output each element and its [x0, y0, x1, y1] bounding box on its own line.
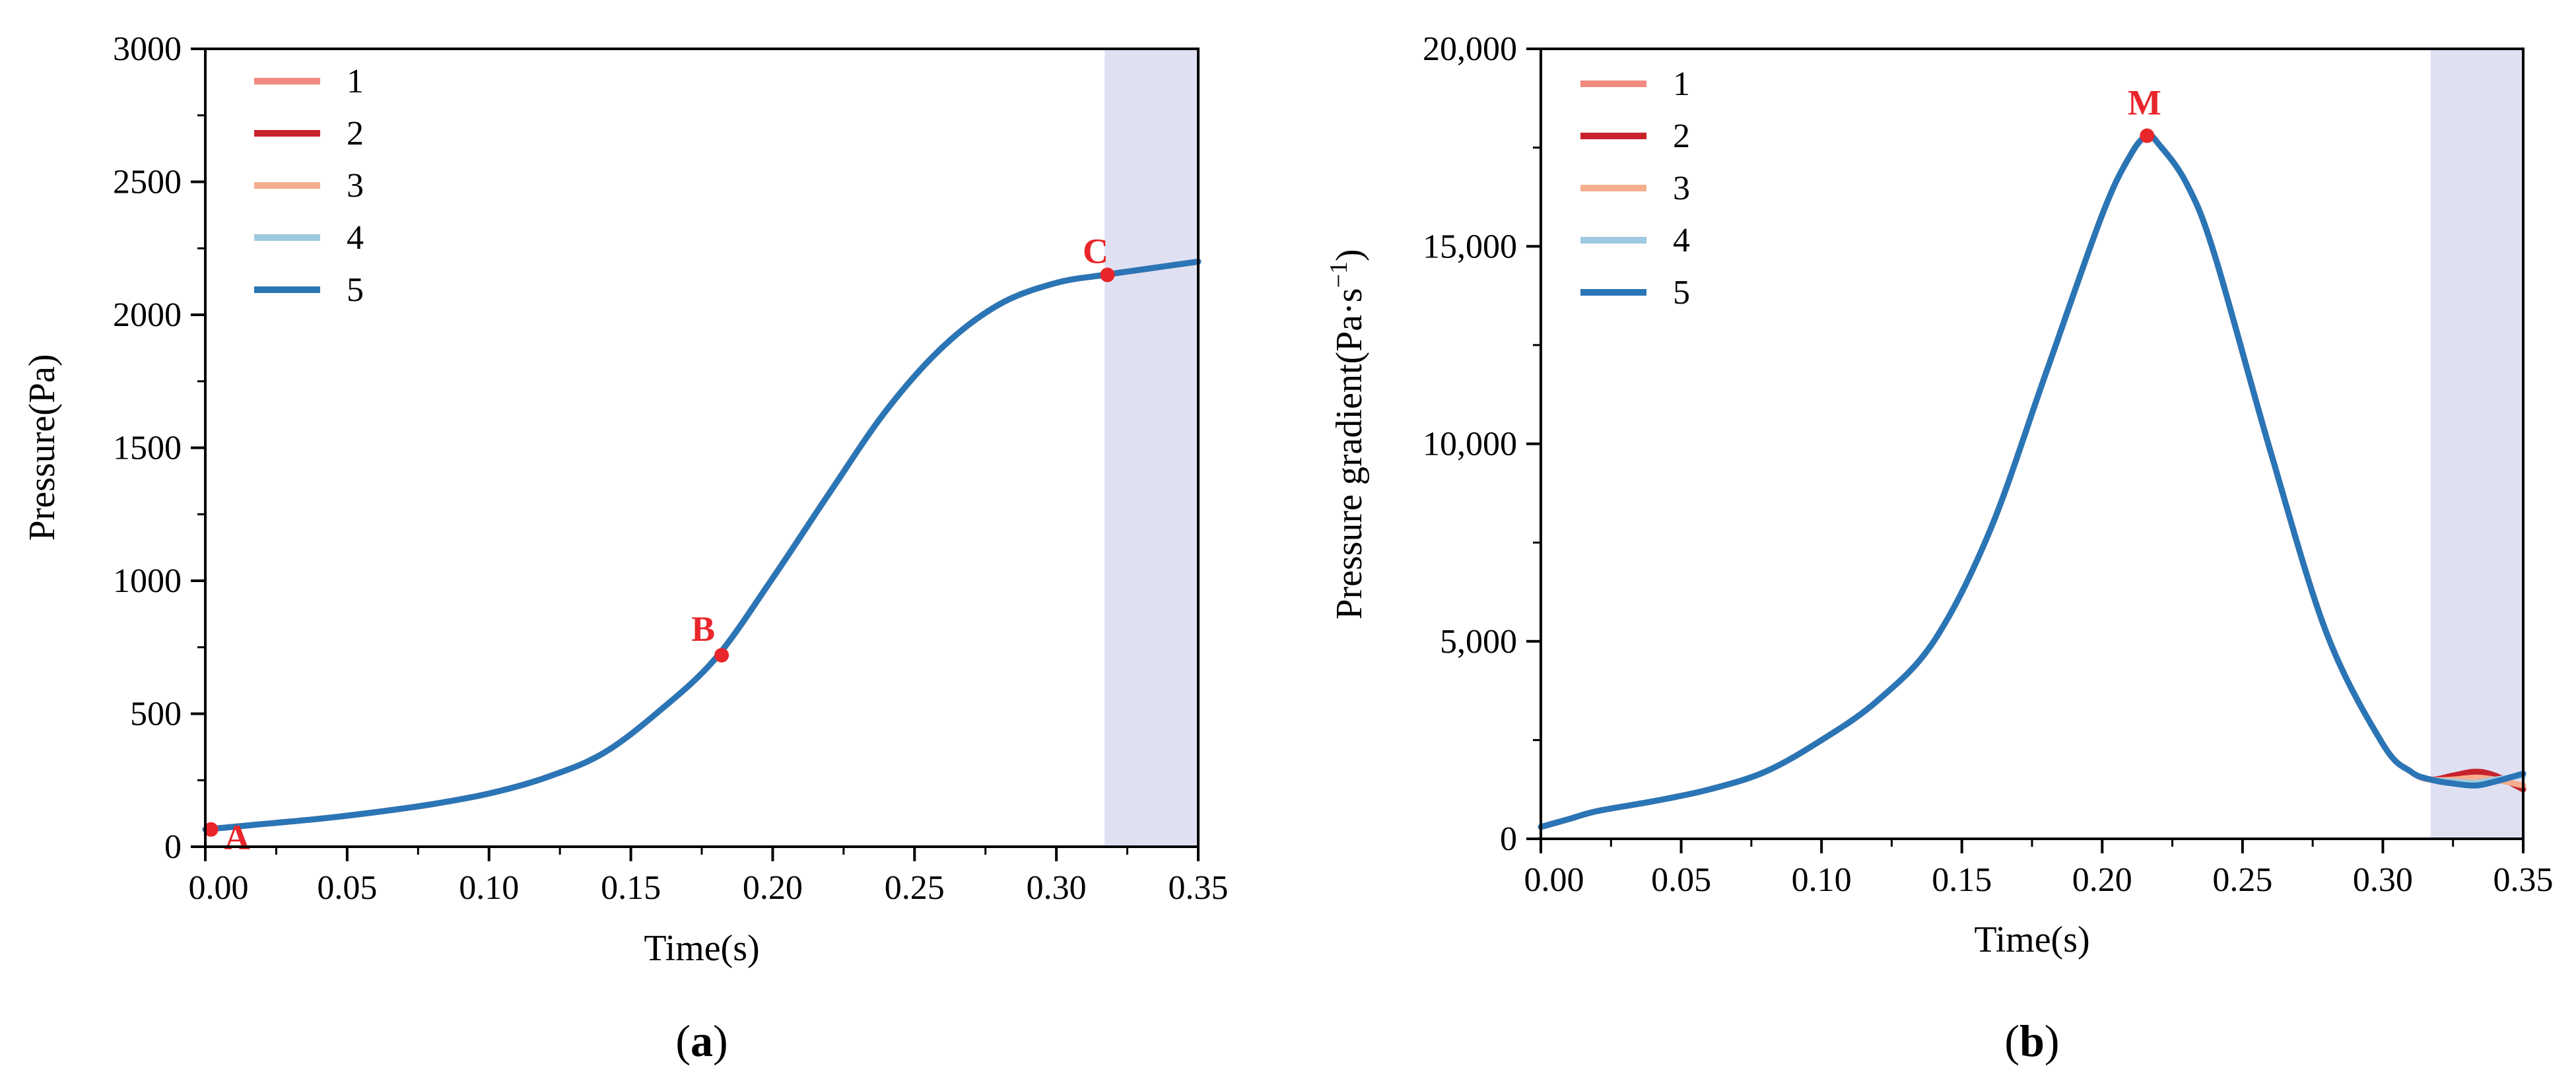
x-tick-label: 0.05: [1651, 861, 1711, 899]
legend-label-2: 2: [1673, 117, 1690, 155]
y-tick-label: 10,000: [1423, 426, 1517, 463]
series-line-5: [202, 258, 1202, 833]
panel-label: (b): [2004, 1016, 2059, 1066]
legend-label-1: 1: [1673, 65, 1690, 103]
point-a: [203, 822, 219, 837]
x-tick-label: 0.20: [743, 869, 803, 907]
x-tick-label: 0.25: [885, 869, 945, 907]
y-tick-label: 5,000: [1440, 623, 1517, 661]
x-tick-label: 0.10: [459, 869, 519, 907]
x-tick-label: 0.05: [317, 869, 377, 907]
panel-label: (a): [675, 1016, 728, 1066]
point-label-b: B: [691, 609, 715, 649]
legend-label-4: 4: [1673, 222, 1690, 259]
point-b: [714, 647, 729, 663]
y-tick-label: 3000: [113, 30, 182, 68]
x-tick-label: 0.20: [2072, 861, 2132, 899]
y-tick-label: 0: [1500, 820, 1517, 858]
point-label-a: A: [224, 818, 250, 857]
legend-label-5: 5: [347, 271, 364, 309]
panel-a: A B C 0.00 0.05 0.10 0.15 0.20 0.25 0.30 0.35 0 500 1…: [22, 30, 1229, 1066]
series-line-4: [202, 258, 1202, 833]
series-line-2: [202, 258, 1202, 833]
y-axis-label-sup: −1: [1325, 261, 1353, 288]
legend-label-5: 5: [1673, 274, 1690, 312]
point-label-c: C: [1083, 232, 1108, 271]
x-tick-label: 0.15: [1932, 861, 1992, 899]
panel-b: M 0.00 0.05 0.10 0.15 0.20 0.25 0.30 0.35 0 5,000 1…: [1325, 30, 2554, 1066]
y-tick-label: 20,000: [1423, 30, 1517, 68]
legend-label-1: 1: [347, 63, 364, 100]
point-label-m: M: [2128, 83, 2161, 123]
y-tick-label: 1500: [113, 430, 182, 467]
point-c: [1100, 267, 1115, 282]
x-tick-label: 0.15: [601, 869, 661, 907]
x-tick-label: 0.00: [1524, 861, 1584, 899]
x-tick-label: 0.10: [1792, 861, 1852, 899]
x-tick-label: 0.35: [1169, 869, 1229, 907]
x-axis-label: Time(s): [644, 928, 759, 969]
legend-label-3: 3: [1673, 170, 1690, 207]
y-tick-label: 2500: [113, 164, 182, 201]
x-axis-label: Time(s): [1974, 919, 2089, 960]
series-line-1: [202, 258, 1202, 833]
plot-frame: [1540, 48, 2525, 840]
legend-label-3: 3: [347, 167, 364, 205]
y-tick-label: 2000: [113, 296, 182, 334]
series-line-3: [202, 258, 1202, 833]
y-tick-label: 500: [130, 696, 182, 733]
x-tick-label: 0.30: [2353, 861, 2413, 899]
x-tick-label: 0.35: [2493, 861, 2554, 899]
y-axis-label: Pressure(Pa): [22, 354, 63, 541]
y-axis-label: Pressure gradient(Pa·s−1): [1325, 249, 1370, 619]
x-tick-label: 0.30: [1027, 869, 1087, 907]
shaded-region: [1104, 49, 1198, 847]
legend-label-4: 4: [347, 219, 364, 257]
legend-label-2: 2: [347, 115, 364, 152]
y-tick-label: 0: [164, 828, 182, 866]
y-tick-label: 15,000: [1423, 228, 1517, 265]
x-tick-label: 0.00: [189, 869, 249, 907]
series-line-5: [1538, 132, 2526, 830]
shaded-region: [2430, 49, 2523, 839]
point-m: [2140, 128, 2155, 143]
y-tick-label: 1000: [113, 562, 182, 600]
x-tick-label: 0.25: [2212, 861, 2272, 899]
